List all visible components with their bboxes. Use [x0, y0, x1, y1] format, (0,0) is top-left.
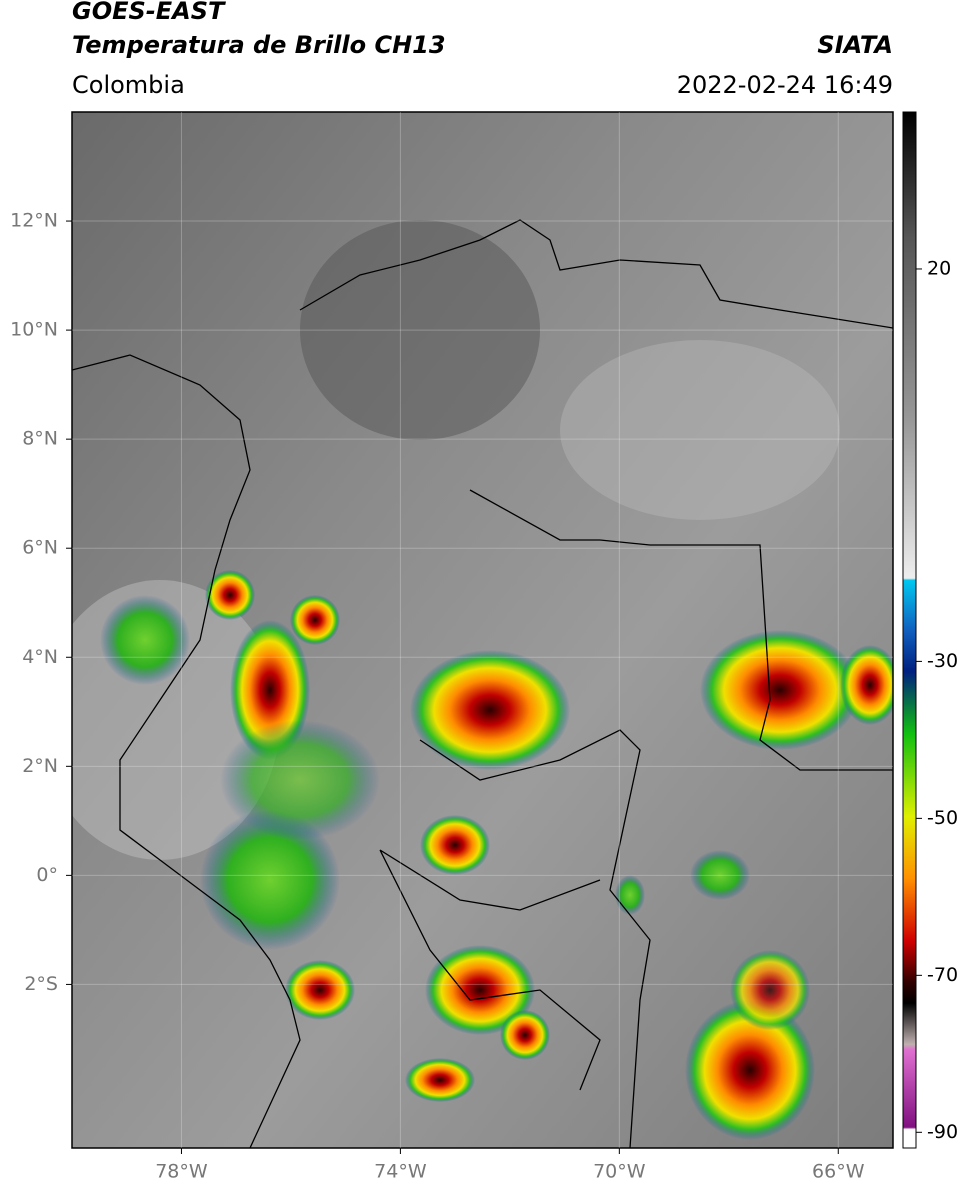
cloud-cell — [100, 595, 190, 685]
cloud-shade — [560, 340, 840, 520]
x-tick-label: 78°W — [155, 1161, 208, 1183]
x-tick-label: 74°W — [374, 1161, 427, 1183]
imagery — [72, 112, 893, 1148]
cloud-cell — [290, 595, 340, 645]
cloud-cell — [730, 950, 810, 1030]
x-tick-label: 70°W — [593, 1161, 646, 1183]
cloud-cell — [685, 1000, 815, 1140]
cloud-cell — [205, 570, 255, 620]
colorbar-tick-label: -30 — [927, 650, 958, 672]
x-tick-label: 66°W — [812, 1161, 865, 1183]
cloud-cell — [840, 645, 893, 725]
boundaries — [72, 219, 893, 1148]
colorbar-tick-label: -50 — [927, 807, 958, 829]
cloud-cell — [285, 960, 355, 1020]
colorbar-tick-label: -90 — [927, 1121, 958, 1143]
y-tick-label: 2°N — [22, 755, 58, 777]
timestamp: 2022-02-24 16:49 — [677, 71, 893, 99]
cloud-cell — [420, 815, 490, 875]
source: SIATA — [817, 31, 893, 59]
y-tick-label: 4°N — [22, 646, 58, 668]
title-line1: GOES-EAST — [72, 0, 226, 25]
title-line2: Temperatura de Brillo CH13 — [72, 31, 446, 59]
y-tick-label: 8°N — [22, 428, 58, 450]
y-tick-label: 6°N — [22, 537, 58, 559]
cloud-cell — [410, 650, 570, 770]
y-tick-label: 12°N — [10, 210, 58, 232]
cloud-cell — [690, 850, 750, 900]
cloud-cell — [425, 945, 535, 1035]
region: Colombia — [72, 71, 185, 99]
cloud-cell — [405, 1058, 475, 1102]
cloud-cell — [700, 630, 860, 750]
cloud-cell — [500, 1010, 550, 1060]
colorbar — [902, 111, 917, 1149]
map-frame — [71, 111, 894, 1149]
y-tick-label: 10°N — [10, 319, 58, 341]
colorbar-tick-label: -70 — [927, 964, 958, 986]
y-tick-label: 0° — [36, 864, 58, 886]
cloud-cell — [200, 810, 340, 950]
y-tick-label: 2°S — [24, 973, 58, 995]
colorbar-tick-label: 20 — [927, 257, 951, 279]
cloud-cell — [220, 720, 380, 840]
